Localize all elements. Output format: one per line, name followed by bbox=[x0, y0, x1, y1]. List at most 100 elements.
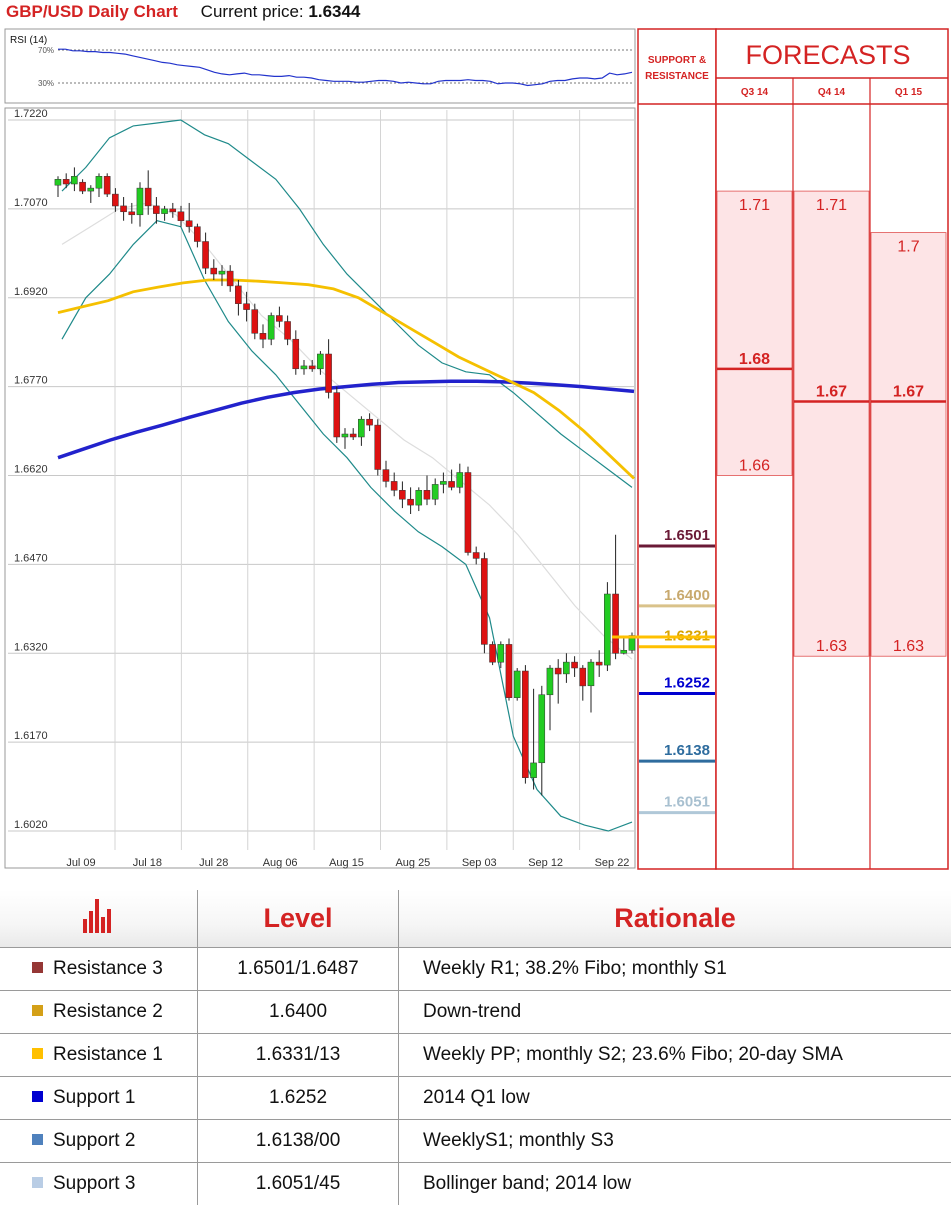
candle-body bbox=[317, 354, 323, 369]
level-value: 1.6400 bbox=[198, 991, 399, 1034]
candle-body bbox=[276, 316, 282, 322]
level-name: Support 3 bbox=[53, 1173, 135, 1194]
bar-chart-icon bbox=[81, 897, 117, 933]
level-name: Resistance 2 bbox=[53, 1001, 163, 1022]
rsi-panel bbox=[5, 29, 635, 103]
level-value: 1.6051/45 bbox=[198, 1163, 399, 1205]
level-color-swatch bbox=[32, 1005, 43, 1016]
candle-body bbox=[170, 209, 176, 212]
y-tick-label: 1.6470 bbox=[14, 552, 48, 564]
level-name: Resistance 3 bbox=[53, 958, 163, 979]
candle-body bbox=[326, 354, 332, 393]
sr-level-label: 1.6138 bbox=[664, 742, 710, 759]
level-name: Support 2 bbox=[53, 1130, 135, 1151]
candle-body bbox=[613, 594, 619, 653]
forecast-quarter-label: Q1 15 bbox=[895, 87, 923, 98]
candle-body bbox=[129, 212, 135, 215]
x-tick-label: Aug 06 bbox=[263, 857, 298, 869]
forecast-mid-label: 1.67 bbox=[816, 383, 847, 400]
forecast-quarter-label: Q4 14 bbox=[818, 87, 846, 98]
candle-body bbox=[440, 481, 446, 484]
level-name-cell: Support 3 bbox=[0, 1163, 198, 1205]
candle-body bbox=[383, 470, 389, 482]
candle-body bbox=[358, 419, 364, 437]
candle-body bbox=[96, 176, 102, 188]
level-name-cell: Resistance 3 bbox=[0, 948, 198, 991]
sr-level-label: 1.6501 bbox=[664, 527, 710, 544]
x-tick-label: Sep 22 bbox=[595, 857, 630, 869]
candle-body bbox=[285, 322, 291, 340]
level-rationale: WeeklyS1; monthly S3 bbox=[399, 1120, 951, 1163]
level-name: Resistance 1 bbox=[53, 1044, 163, 1065]
candle-body bbox=[498, 644, 504, 662]
level-rationale: Bollinger band; 2014 low bbox=[399, 1163, 951, 1205]
y-tick-label: 1.7070 bbox=[14, 197, 48, 209]
level-color-swatch bbox=[32, 1134, 43, 1145]
candle-body bbox=[408, 499, 414, 505]
level-rationale: 2014 Q1 low bbox=[399, 1077, 951, 1120]
forecast-low-label: 1.63 bbox=[816, 638, 847, 655]
level-value: 1.6138/00 bbox=[198, 1120, 399, 1163]
candle-body bbox=[506, 644, 512, 697]
y-tick-label: 1.6920 bbox=[14, 286, 48, 298]
candle-body bbox=[309, 366, 315, 369]
candle-body bbox=[194, 227, 200, 242]
candle-body bbox=[55, 179, 61, 185]
y-tick-label: 1.6770 bbox=[14, 375, 48, 387]
forecast-range-box bbox=[717, 191, 792, 475]
candle-body bbox=[473, 553, 479, 559]
x-tick-label: Aug 25 bbox=[395, 857, 430, 869]
forecast-mid-label: 1.67 bbox=[893, 383, 924, 400]
sr-level-label: 1.6051 bbox=[664, 794, 710, 811]
candle-body bbox=[424, 490, 430, 499]
level-color-swatch bbox=[32, 1048, 43, 1059]
candle-body bbox=[514, 671, 520, 698]
sr-level-label: 1.6252 bbox=[664, 675, 710, 692]
candle-body bbox=[555, 668, 561, 674]
candle-body bbox=[350, 434, 356, 437]
rsi-level-70: 70% bbox=[38, 46, 54, 55]
level-color-swatch bbox=[32, 962, 43, 973]
candle-body bbox=[531, 763, 537, 778]
table-icon-cell bbox=[0, 890, 198, 948]
candle-body bbox=[342, 434, 348, 437]
candle-body bbox=[490, 644, 496, 662]
sr-header-line2: RESISTANCE bbox=[645, 71, 709, 82]
level-rationale: Weekly PP; monthly S2; 23.6% Fibo; 20-da… bbox=[399, 1034, 951, 1077]
candle-body bbox=[563, 662, 569, 674]
candle-body bbox=[88, 188, 94, 191]
candle-body bbox=[301, 366, 307, 369]
candle-body bbox=[481, 559, 487, 645]
level-name-cell: Resistance 1 bbox=[0, 1034, 198, 1077]
forecast-low-label: 1.66 bbox=[739, 458, 770, 475]
x-tick-label: Sep 03 bbox=[462, 857, 497, 869]
candle-body bbox=[621, 650, 627, 653]
level-value: 1.6252 bbox=[198, 1077, 399, 1120]
level-header: Level bbox=[198, 890, 399, 948]
candle-body bbox=[71, 176, 77, 184]
y-tick-label: 1.6320 bbox=[14, 641, 48, 653]
candle-body bbox=[219, 271, 225, 274]
forecast-low-label: 1.63 bbox=[893, 638, 924, 655]
candle-body bbox=[112, 194, 118, 206]
candle-body bbox=[80, 182, 86, 191]
candle-body bbox=[235, 286, 241, 304]
level-color-swatch bbox=[32, 1091, 43, 1102]
candle-body bbox=[63, 179, 69, 184]
candle-body bbox=[588, 662, 594, 686]
forecast-range-box bbox=[794, 191, 869, 656]
level-name: Support 1 bbox=[53, 1087, 135, 1108]
candle-body bbox=[162, 209, 168, 214]
y-tick-label: 1.6620 bbox=[14, 464, 48, 476]
candle-body bbox=[522, 671, 528, 778]
y-tick-label: 1.7220 bbox=[14, 108, 48, 120]
candle-body bbox=[547, 668, 553, 695]
level-name-cell: Support 2 bbox=[0, 1120, 198, 1163]
candle-body bbox=[391, 481, 397, 490]
candle-body bbox=[432, 484, 438, 499]
candle-body bbox=[203, 242, 209, 269]
